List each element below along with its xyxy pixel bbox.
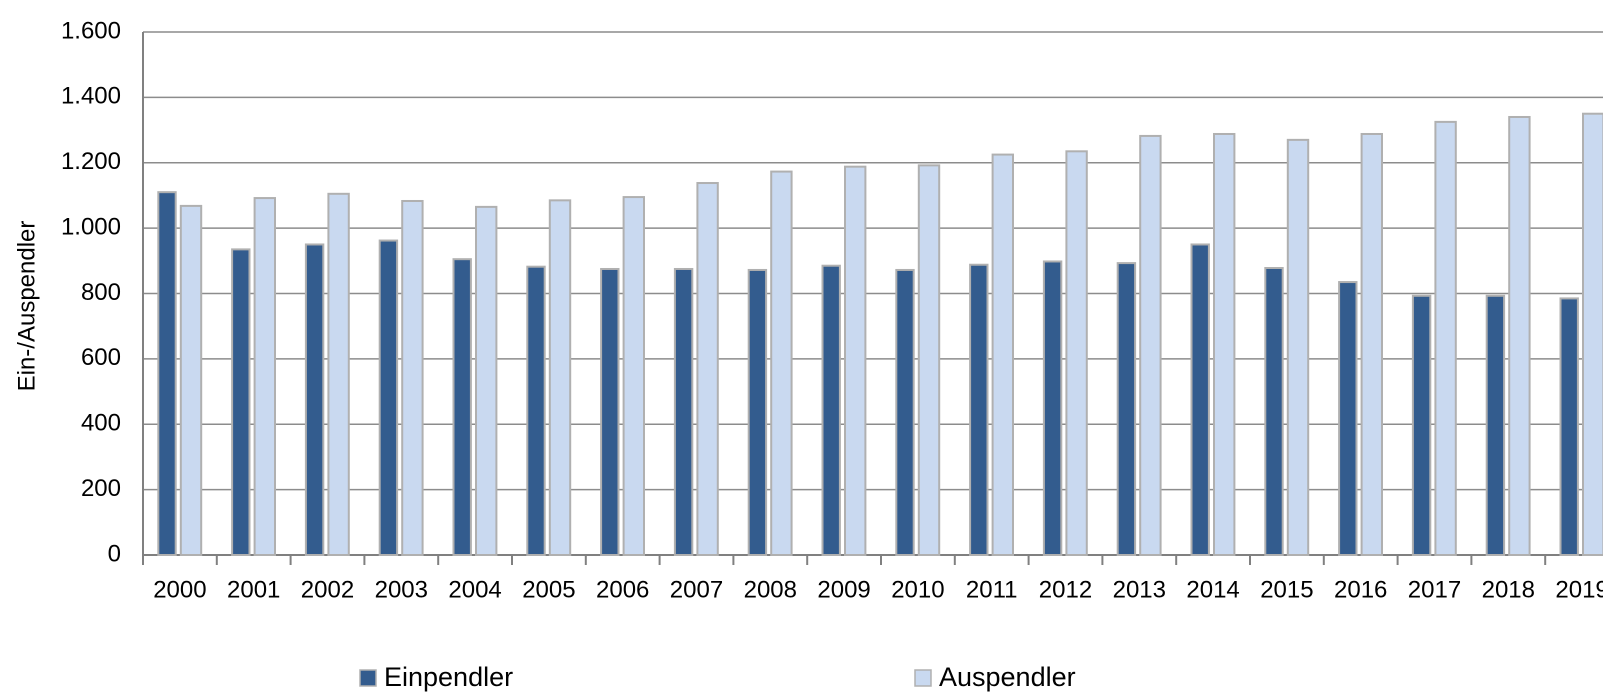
bar (895, 268, 915, 556)
legend-swatch (359, 669, 377, 687)
x-tick-label: 2000 (153, 576, 206, 603)
y-tick-label: 1.000 (61, 213, 121, 240)
legend-label: Einpendler (384, 662, 513, 692)
bar (991, 153, 1014, 556)
bar (231, 248, 251, 556)
bar (1286, 138, 1310, 556)
bar (969, 263, 989, 556)
x-tick-label: 2002 (301, 576, 354, 603)
bar (1264, 267, 1284, 556)
y-tick-label: 0 (108, 540, 121, 567)
y-tick-label: 400 (81, 410, 121, 437)
bar (179, 204, 203, 557)
bar (844, 165, 867, 557)
bar (1508, 115, 1531, 557)
x-tick-label: 2009 (817, 576, 870, 603)
x-tick-label: 2014 (1186, 576, 1239, 603)
bar (401, 199, 424, 556)
bar (475, 205, 498, 557)
bar (622, 196, 645, 556)
x-tick-label: 2010 (891, 576, 944, 603)
bar (1213, 132, 1236, 557)
y-tick-label: 1.200 (61, 148, 121, 175)
bar (526, 265, 546, 556)
x-tick-label: 2016 (1334, 576, 1387, 603)
bar (1190, 243, 1210, 556)
y-axis-label: Ein-/Auspendler (13, 221, 40, 392)
bar (1360, 132, 1383, 557)
y-tick-label: 1.400 (61, 83, 121, 110)
y-tick-label: 800 (81, 279, 121, 306)
bar (1485, 294, 1506, 556)
bar (696, 182, 719, 557)
x-tick-label: 2005 (522, 576, 575, 603)
x-tick-label: 2003 (375, 576, 428, 603)
bar (673, 267, 694, 556)
x-tick-label: 2017 (1408, 576, 1461, 603)
x-tick-label: 2019 (1555, 576, 1603, 603)
bar (1559, 297, 1579, 556)
bar (378, 239, 399, 556)
x-tick-label: 2018 (1482, 576, 1535, 603)
bar (1065, 150, 1088, 556)
bar (821, 264, 841, 556)
x-tick-label: 2007 (670, 576, 723, 603)
x-tick-label: 2004 (448, 576, 501, 603)
bar (1411, 294, 1432, 556)
bar (770, 170, 793, 556)
legend-label: Auspendler (939, 662, 1076, 692)
bar (327, 192, 350, 556)
x-tick-label: 2008 (744, 576, 797, 603)
y-tick-label: 600 (81, 344, 121, 371)
bar (1116, 262, 1137, 556)
x-tick-label: 2012 (1039, 576, 1092, 603)
bar (253, 197, 277, 557)
bar (1139, 134, 1162, 556)
x-tick-label: 2013 (1113, 576, 1166, 603)
y-tick-label: 1.600 (61, 17, 121, 44)
bar (1582, 112, 1603, 556)
bar (917, 164, 941, 557)
bar (304, 243, 325, 556)
x-tick-label: 2001 (227, 576, 280, 603)
bar (747, 268, 768, 556)
y-tick-label: 200 (81, 475, 121, 502)
x-tick-label: 2015 (1260, 576, 1313, 603)
bar (452, 258, 472, 556)
bar (157, 191, 177, 556)
x-tick-label: 2006 (596, 576, 649, 603)
legend-swatch (914, 669, 932, 687)
bar (1042, 260, 1063, 556)
bar (548, 199, 572, 556)
bar (1434, 120, 1457, 556)
x-tick-label: 2011 (966, 576, 1018, 603)
bar (1338, 281, 1358, 556)
bar (600, 267, 620, 556)
